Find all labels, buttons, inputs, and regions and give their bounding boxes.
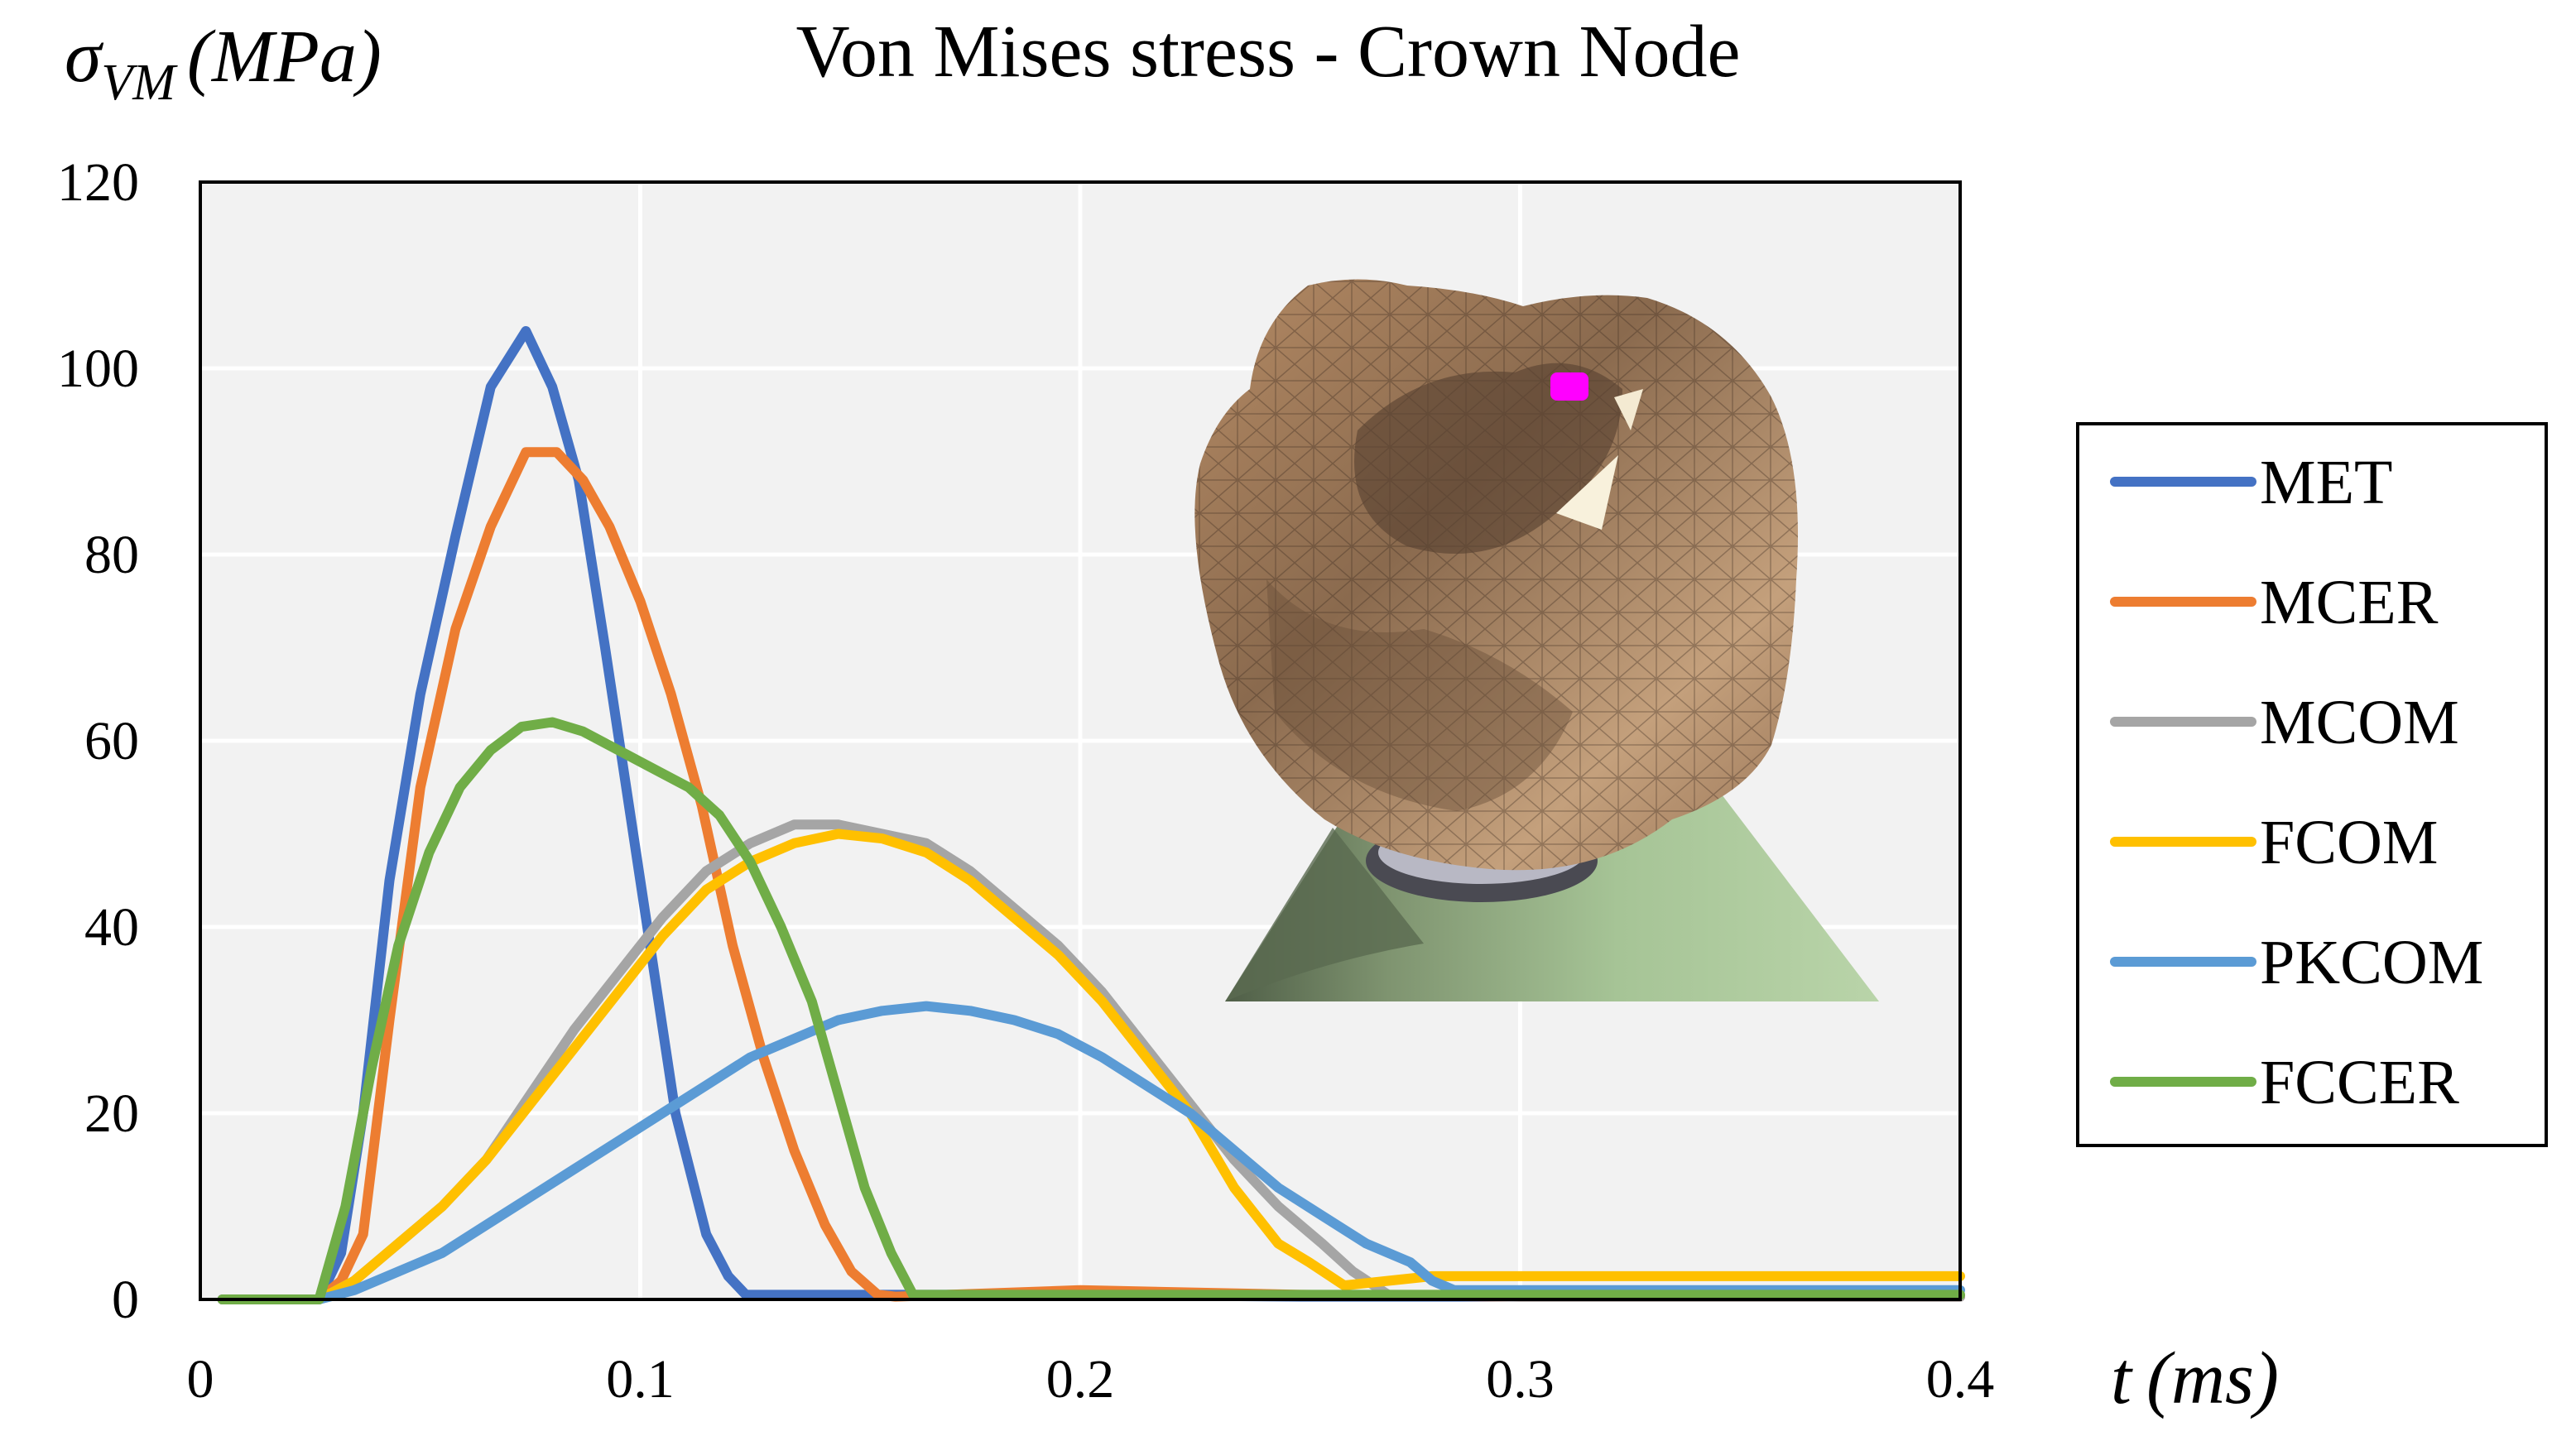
- x-axis-label: t (ms): [2111, 1338, 2279, 1419]
- legend-label-met: MET: [2260, 448, 2392, 517]
- chart-title: Von Mises stress - Crown Node: [796, 11, 1741, 93]
- y-axis-label-symbol: σ: [65, 16, 104, 98]
- series-layer: [217, 326, 1965, 1304]
- legend-box: [2076, 422, 2548, 1147]
- legend-label-fccer: FCCER: [2260, 1048, 2459, 1117]
- x-axis-label-unit: (ms): [2146, 1338, 2279, 1419]
- y-tick-label: 40: [84, 897, 139, 958]
- y-axis-label-unit: (MPa): [187, 16, 382, 98]
- series-line-fccer: [217, 717, 1965, 1304]
- x-tick-label: 0.4: [1926, 1349, 1995, 1410]
- y-tick-label: 20: [84, 1083, 139, 1144]
- y-tick-label: 100: [57, 339, 139, 399]
- plot-area: [199, 180, 1965, 1304]
- y-tick-label: 80: [84, 525, 139, 585]
- legend-label-pkcom: PKCOM: [2260, 928, 2483, 997]
- legend-label-mcom: MCOM: [2260, 688, 2459, 757]
- crown-model-image: [1194, 279, 1879, 1001]
- legend: MET MCER MCOM FCOM PKCOM FCCER: [2076, 422, 2548, 1147]
- legend-label-fcom: FCOM: [2260, 808, 2438, 877]
- y-tick-labels: 0 20 40 60 80 100 120: [57, 152, 139, 1330]
- plot-border: [199, 180, 1962, 1301]
- y-axis-label-subscript: VM: [101, 55, 178, 111]
- x-tick-label: 0: [187, 1349, 214, 1410]
- x-tick-label: 0.2: [1046, 1349, 1115, 1410]
- x-tick-labels: 0 0.1 0.2 0.3 0.4: [187, 1349, 1995, 1410]
- series-line-pkcom: [217, 1001, 1965, 1304]
- series-line-fcom: [217, 828, 1965, 1304]
- x-tick-label: 0.3: [1486, 1349, 1555, 1410]
- legend-label-mcer: MCER: [2260, 568, 2439, 637]
- crown-node-marker: [1550, 372, 1588, 401]
- y-tick-label: 120: [57, 152, 139, 213]
- y-tick-label: 0: [112, 1270, 139, 1330]
- x-tick-label: 0.1: [606, 1349, 675, 1410]
- y-axis-label: σVM (MPa): [65, 16, 382, 111]
- y-tick-label: 60: [84, 711, 139, 771]
- x-axis-label-symbol: t: [2111, 1338, 2133, 1419]
